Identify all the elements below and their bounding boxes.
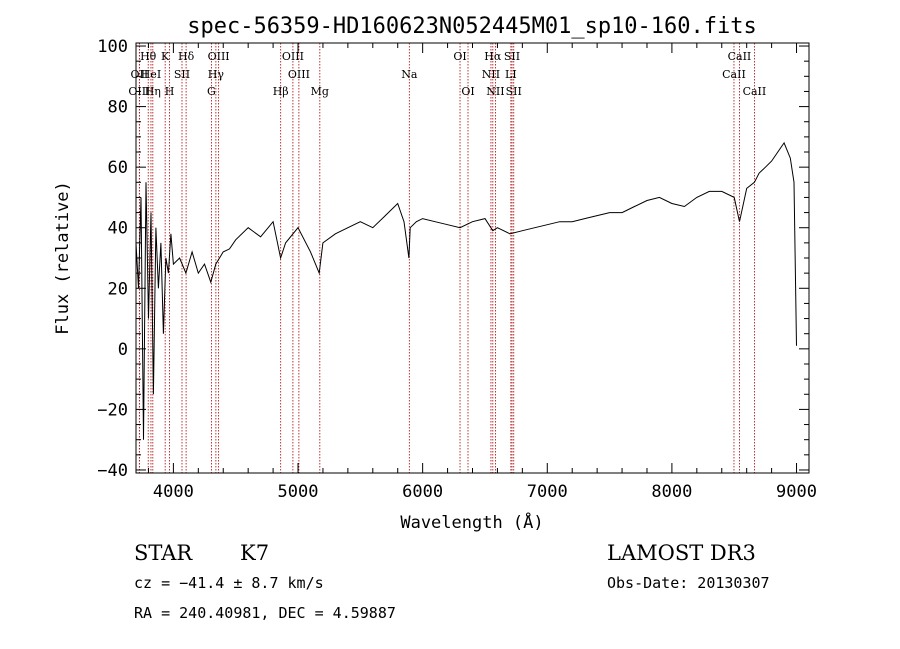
spectral-line-label: Hθ xyxy=(140,50,157,63)
spectral-line-label: H xyxy=(165,85,175,98)
spectral-line-label: Hβ xyxy=(273,85,289,98)
y-tick-label: −20 xyxy=(97,400,128,420)
spectral-line-label: OI xyxy=(461,85,474,98)
spectral-line-markers xyxy=(138,43,755,473)
spectral-line-label: Na xyxy=(401,68,418,81)
object-class: STAR xyxy=(134,541,193,565)
y-tick-label: 100 xyxy=(97,37,128,57)
spectral-line-label: LI xyxy=(505,68,517,81)
spectral-line-label: Hη xyxy=(145,85,161,98)
spectral-line-label: Hγ xyxy=(208,68,225,81)
x-tick-label: 5000 xyxy=(278,482,319,502)
y-axis-label: Flux (relative) xyxy=(53,181,73,335)
y-tick-label: 60 xyxy=(108,158,128,178)
y-tick-label: 80 xyxy=(108,98,128,118)
spectral-line-label: OI xyxy=(453,50,466,63)
spectral-line-label: OIII xyxy=(282,50,304,63)
chart-title: spec-56359-HD160623N052445M01_sp10-160.f… xyxy=(187,14,757,39)
spectrum-line xyxy=(135,141,797,440)
x-axis-ticks: 4000 5000 6000 7000 8000 9000 xyxy=(147,43,817,502)
spectral-line-label: OIII xyxy=(288,68,310,81)
spectral-line-label: CaII xyxy=(722,68,746,81)
spectral-line-label: Hα xyxy=(484,50,502,63)
y-tick-label: −40 xyxy=(97,461,128,481)
spectral-line-label: HeI xyxy=(141,68,161,81)
spectral-line-label: NII xyxy=(482,68,500,81)
spectrum-series xyxy=(135,141,797,440)
x-tick-label: 9000 xyxy=(776,482,817,502)
x-tick-label: 4000 xyxy=(153,482,194,502)
y-axis-ticks: −40 −20 0 20 40 60 80 100 xyxy=(97,37,809,481)
survey-name: LAMOST DR3 xyxy=(607,541,756,565)
observation-date: Obs-Date: 20130307 xyxy=(607,574,770,592)
object-subclass: K7 xyxy=(240,541,269,565)
x-tick-label: 6000 xyxy=(402,482,443,502)
spectral-line-label: Hδ xyxy=(178,50,195,63)
spectral-line-label: SII xyxy=(506,85,522,98)
coordinates: RA = 240.40981, DEC = 4.59887 xyxy=(134,604,396,622)
spectral-line-label: NII xyxy=(486,85,504,98)
y-tick-label: 20 xyxy=(108,279,128,299)
spectral-line-label: SII xyxy=(174,68,190,81)
spectral-line-label: OII xyxy=(131,68,149,81)
spectral-line-label: Mg xyxy=(311,85,329,98)
y-tick-label: 40 xyxy=(108,219,128,239)
spectral-line-label: SII xyxy=(504,50,520,63)
x-tick-label: 8000 xyxy=(651,482,692,502)
spectral-line-label: CaII xyxy=(728,50,752,63)
spectral-line-label: G xyxy=(207,85,216,98)
x-tick-label: 7000 xyxy=(527,482,568,502)
x-axis-label: Wavelength (Å) xyxy=(400,511,543,533)
spectral-line-label: CaII xyxy=(743,85,767,98)
plot-frame xyxy=(135,42,810,474)
spectral-line-label: OIII xyxy=(208,50,230,63)
spectral-line-label: K xyxy=(161,50,170,63)
y-tick-label: 0 xyxy=(118,340,128,360)
redshift-velocity: cz = −41.4 ± 8.7 km/s xyxy=(134,574,324,592)
